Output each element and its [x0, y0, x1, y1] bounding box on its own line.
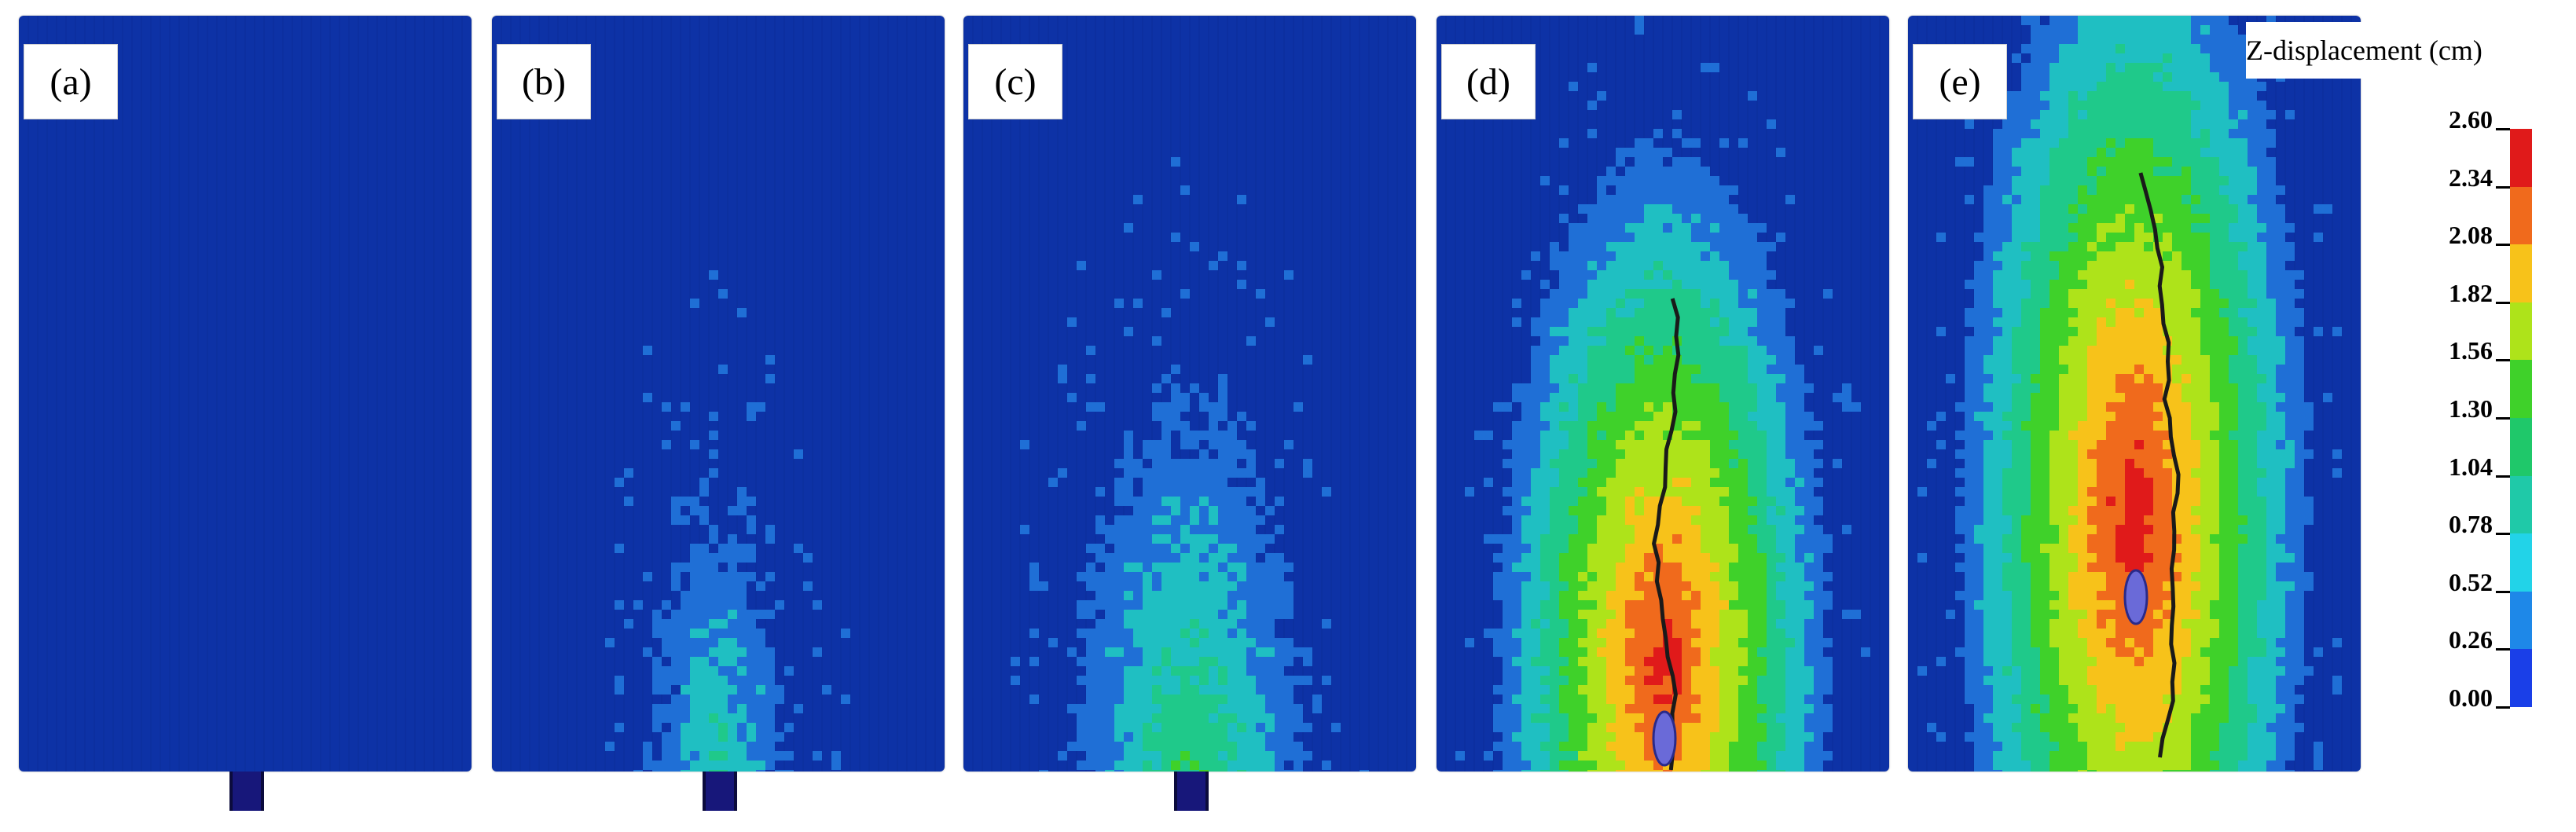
panel-d: (d): [1437, 16, 1889, 772]
legend-color-segment: [2510, 244, 2532, 303]
legend-color-segment: [2510, 649, 2532, 708]
legend-tick-mark: [2496, 244, 2510, 247]
panel-c-field: [963, 16, 1416, 772]
legend-title: Z-displacement (cm): [2246, 22, 2576, 79]
legend-tick-mark: [2496, 359, 2510, 362]
legend-colorbar: [2510, 129, 2532, 708]
panel-e-field: [1908, 16, 2361, 772]
legend-tick-label: 1.56: [2449, 336, 2493, 365]
legend-tick-label: 2.08: [2449, 221, 2493, 250]
panel-a: (a): [19, 16, 472, 772]
panel-a-label: (a): [24, 44, 118, 119]
panel-b-field: [492, 16, 945, 772]
legend-tick-mark: [2496, 533, 2510, 536]
mesh-grid: [19, 16, 472, 772]
legend-tick-mark: [2496, 185, 2510, 189]
legend-tick-label: 0.78: [2449, 510, 2493, 539]
legend-color-segment: [2510, 302, 2532, 361]
legend-tick-mark: [2496, 301, 2510, 304]
legend-tick-label: 1.04: [2449, 452, 2493, 481]
loading-tip: [1652, 710, 1677, 767]
field-background: [19, 16, 472, 772]
legend-tick-label: 0.52: [2449, 567, 2493, 596]
panel-e-label: (e): [1913, 44, 2007, 119]
legend-color-segment: [2510, 533, 2532, 592]
legend-tick-label: 1.82: [2449, 278, 2493, 307]
panel-b-support-post: [703, 772, 737, 811]
legend-color-segment: [2510, 591, 2532, 650]
panel-e: (e): [1908, 16, 2361, 772]
legend-tick-mark: [2496, 706, 2510, 709]
crack-line: [1652, 298, 1681, 771]
legend-tick-label: 2.34: [2449, 163, 2493, 192]
panel-c-label: (c): [968, 44, 1062, 119]
displacement-contours: [605, 270, 850, 772]
legend-color-segment: [2510, 186, 2532, 245]
panel-a-support-post: [229, 772, 264, 811]
panel-b-label: (b): [497, 44, 591, 119]
legend-tick-mark: [2496, 648, 2510, 651]
legend-tick-mark: [2496, 417, 2510, 420]
panel-b: (b): [492, 16, 945, 772]
panel-c-support-post: [1174, 772, 1209, 811]
displacement-contours: [1011, 157, 1369, 772]
legend-tick-label: 2.60: [2449, 105, 2493, 134]
displacement-contours: [1917, 16, 2342, 772]
panel-a-field: [19, 16, 472, 772]
legend-color-segment: [2510, 360, 2532, 419]
panel-c: (c): [963, 16, 1416, 772]
legend-color-segment: [2510, 418, 2532, 477]
crack-line: [2138, 172, 2181, 758]
panel-d-field: [1437, 16, 1889, 772]
legend-color-segment: [2510, 475, 2532, 534]
legend-tick-label: 0.00: [2449, 684, 2493, 712]
panel-d-label: (d): [1441, 44, 1536, 119]
legend-tick-mark: [2496, 475, 2510, 478]
legend-tick-mark: [2496, 128, 2510, 130]
legend-color-segment: [2510, 129, 2532, 188]
legend-tick-label: 1.30: [2449, 394, 2493, 423]
legend-tick-label: 0.26: [2449, 625, 2493, 654]
legend-tick-mark: [2496, 590, 2510, 593]
loading-tip: [2123, 569, 2149, 625]
